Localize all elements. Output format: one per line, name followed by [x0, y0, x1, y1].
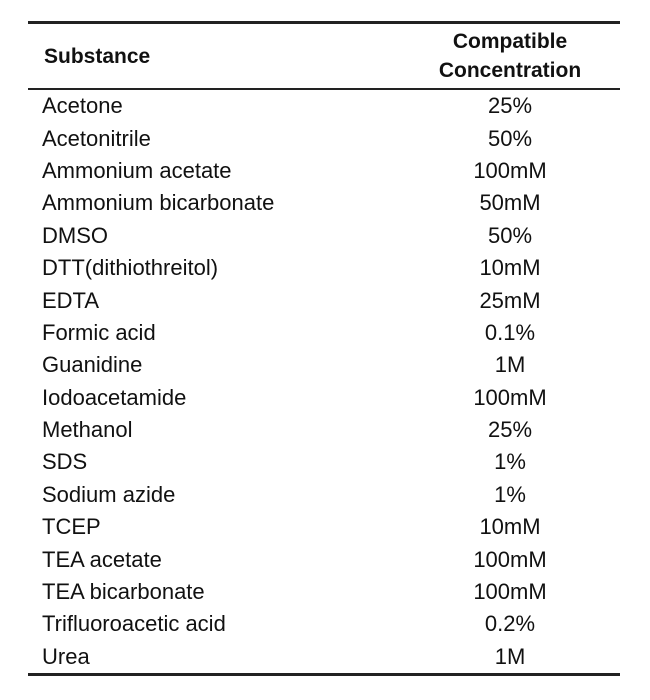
concentration-cell: 100mM	[473, 579, 547, 605]
substance-cell: Sodium azide	[42, 481, 176, 507]
substance-cell: Acetonitrile	[42, 125, 151, 151]
substance-cell: Formic acid	[42, 319, 156, 345]
table-row: Trifluoroacetic acid 0.2%	[28, 608, 620, 640]
table-row: EDTA 25mM	[28, 284, 620, 316]
table-row: Ammonium bicarbonate 50mM	[28, 187, 620, 219]
table-row: TCEP 10mM	[28, 511, 620, 543]
substance-cell: TEA bicarbonate	[42, 579, 205, 605]
concentration-cell: 50mM	[479, 190, 541, 216]
substance-cell: EDTA	[42, 287, 100, 313]
table-row: TEA bicarbonate 100mM	[28, 576, 620, 608]
substance-cell: Guanidine	[42, 352, 143, 378]
concentration-cell: 10mM	[479, 514, 541, 540]
concentration-cell: 100mM	[473, 157, 547, 183]
concentration-cell: 1%	[494, 449, 526, 475]
concentration-cell: 100mM	[473, 384, 547, 410]
table-row: Methanol 25%	[28, 414, 620, 446]
substance-cell: Acetone	[42, 93, 123, 119]
column-header-cell: Compatible Concentration	[400, 23, 620, 90]
table-row: Acetonitrile 50%	[28, 122, 620, 154]
substance-cell: DMSO	[42, 222, 108, 248]
concentration-cell: 1%	[494, 481, 526, 507]
concentration-cell: 10mM	[479, 255, 541, 281]
substance-cell: Urea	[42, 643, 90, 669]
substance-cell: TEA acetate	[42, 546, 162, 572]
table-row: Formic acid 0.1%	[28, 317, 620, 349]
column-header: Substance	[44, 44, 151, 68]
concentration-cell: 0.2%	[484, 611, 536, 637]
concentration-cell: 100mM	[473, 546, 547, 572]
concentration-cell: 1M	[494, 643, 526, 669]
compatibility-table: Substance Compatible Concentration Aceto…	[28, 21, 620, 677]
table-body: Acetone 25% Acetonitrile 50% Ammonium acetat…	[28, 89, 620, 675]
concentration-cell: 0.1%	[484, 319, 536, 345]
concentration-cell: 1M	[494, 352, 526, 378]
substance-cell: Methanol	[42, 417, 133, 443]
concentration-cell: 25%	[487, 93, 533, 119]
table-row: TEA acetate 100mM	[28, 543, 620, 575]
table-row: SDS 1%	[28, 446, 620, 478]
concentration-cell: 25mM	[479, 287, 541, 313]
table-row: Sodium azide 1%	[28, 479, 620, 511]
table-row: Ammonium acetate 100mM	[28, 155, 620, 187]
table-row: Guanidine 1M	[28, 349, 620, 381]
table-row: Urea 1M	[28, 641, 620, 675]
substance-cell: DTT(dithiothreitol)	[42, 255, 219, 281]
substance-cell: TCEP	[42, 514, 101, 540]
table-row: DMSO 50%	[28, 220, 620, 252]
substance-cell: Iodoacetamide	[42, 384, 187, 410]
table-row: DTT(dithiothreitol) 10mM	[28, 252, 620, 284]
concentration-cell: 50%	[487, 125, 533, 151]
concentration-cell: 25%	[487, 417, 533, 443]
substance-cell: SDS	[42, 449, 88, 475]
substance-cell: Ammonium bicarbonate	[42, 190, 275, 216]
concentration-cell: 50%	[487, 222, 533, 248]
table-row: Acetone 25%	[28, 89, 620, 122]
table-header: Substance Compatible Concentration	[28, 23, 620, 90]
substance-cell: Ammonium acetate	[42, 157, 232, 183]
substance-cell: Trifluoroacetic acid	[42, 611, 226, 637]
column-header: Compatible Concentration	[438, 30, 582, 82]
table-row: Iodoacetamide 100mM	[28, 382, 620, 414]
header-row: Substance Compatible Concentration	[28, 23, 620, 90]
